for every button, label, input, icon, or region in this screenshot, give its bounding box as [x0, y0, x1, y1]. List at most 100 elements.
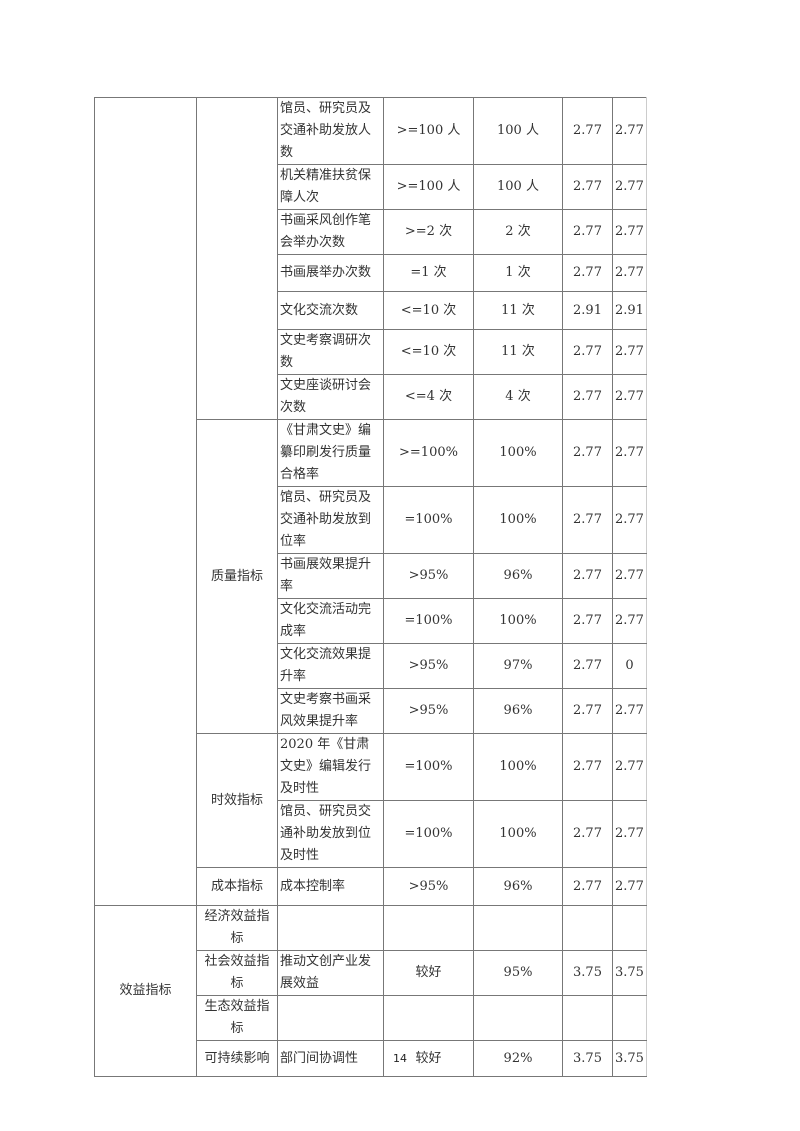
table-row: 馆员、研究员交通补助发放到位及时性 =100% 100% 2.77 2.77: [95, 800, 647, 868]
level3-indicator-cell: 书画展效果提升率: [277, 553, 384, 599]
level3-indicator-cell: [277, 905, 384, 951]
level3-indicator-cell: 文史座谈研讨会次数: [277, 374, 384, 420]
level3-indicator-cell: 文化交流次数: [277, 291, 384, 330]
weight-cell: 3.75: [562, 1040, 613, 1077]
target-value-cell: 较好: [383, 1040, 474, 1077]
actual-value-cell: 100%: [473, 486, 563, 554]
actual-value-cell: 96%: [473, 688, 563, 734]
level2-indicator-cell: [196, 97, 278, 420]
score-cell: 3.75: [612, 950, 647, 996]
actual-value-cell: 100%: [473, 419, 563, 487]
actual-value-cell: 11 次: [473, 291, 563, 330]
weight-cell: 2.77: [562, 164, 613, 210]
weight-cell: 2.77: [562, 486, 613, 554]
page-number: 14: [393, 1052, 407, 1065]
score-cell: [612, 995, 647, 1041]
level1-indicator-cell: 效益指标: [94, 905, 197, 1077]
weight-cell: 2.77: [562, 329, 613, 375]
level2-indicator-cell: 经济效益指标: [196, 905, 278, 951]
weight-cell: 2.77: [562, 374, 613, 420]
score-cell: 2.77: [612, 598, 647, 644]
table-row: 可持续影响 部门间协调性 较好 92% 3.75 3.75: [95, 1040, 647, 1077]
table-row: 文化交流活动完成率 =100% 100% 2.77 2.77: [95, 598, 647, 644]
table-row: 文化交流次数 <=10 次 11 次 2.91 2.91: [95, 291, 647, 330]
level3-indicator-cell: 文史考察调研次数: [277, 329, 384, 375]
level3-indicator-cell: 馆员、研究员及交通补助发放人数: [277, 97, 384, 165]
score-cell: [612, 905, 647, 951]
weight-cell: 3.75: [562, 950, 613, 996]
table-row: 质量指标 《甘肃文史》编纂印刷发行质量合格率 >=100% 100% 2.77 2.77: [95, 419, 647, 734]
actual-value-cell: 1 次: [473, 254, 563, 292]
table-row: 馆员、研究员及交通补助发放人数 >=100 人 100 人 2.77 2.77: [94, 97, 647, 906]
score-cell: 2.77: [612, 553, 647, 599]
actual-value-cell: 100 人: [473, 164, 563, 210]
score-cell: 2.77: [612, 97, 647, 165]
level2-indicator-cell: 成本指标: [196, 867, 278, 906]
weight-cell: 2.77: [562, 867, 613, 906]
target-value-cell: >95%: [383, 867, 474, 906]
weight-cell: 2.77: [562, 209, 613, 255]
weight-cell: 2.91: [562, 291, 613, 330]
actual-value-cell: [473, 995, 563, 1041]
weight-cell: [562, 905, 613, 951]
actual-value-cell: 96%: [473, 867, 563, 906]
level2-indicator-cell: 社会效益指标: [196, 950, 278, 996]
score-cell: 2.77: [612, 733, 647, 801]
level3-indicator-cell: 文化交流效果提升率: [277, 643, 384, 689]
target-value-cell: =1 次: [383, 254, 474, 292]
target-value-cell: <=4 次: [383, 374, 474, 420]
table-row: 文史考察书画采风效果提升率 >95% 96% 2.77 2.77: [95, 688, 647, 734]
target-value-cell: <=10 次: [383, 291, 474, 330]
score-cell: 3.75: [612, 1040, 647, 1077]
weight-cell: 2.77: [562, 553, 613, 599]
score-cell: 2.77: [612, 867, 647, 906]
table-row: 机关精准扶贫保障人次 >=100 人 100 人 2.77 2.77: [95, 164, 647, 210]
table-row: 成本指标 成本控制率 >95% 96% 2.77 2.77: [95, 867, 647, 906]
target-value-cell: >=2 次: [383, 209, 474, 255]
score-cell: 2.77: [612, 164, 647, 210]
score-cell: 2.77: [612, 209, 647, 255]
weight-cell: 2.77: [562, 598, 613, 644]
actual-value-cell: 100 人: [473, 97, 563, 165]
target-value-cell: 较好: [383, 950, 474, 996]
table-row: 社会效益指标 推动文创产业发展效益 较好 95% 3.75 3.75: [95, 950, 647, 996]
weight-cell: 2.77: [562, 643, 613, 689]
target-value-cell: =100%: [383, 733, 474, 801]
table-row: 馆员、研究员及交通补助发放到位率 =100% 100% 2.77 2.77: [95, 486, 647, 554]
weight-cell: 2.77: [562, 97, 613, 165]
target-value-cell: =100%: [383, 486, 474, 554]
target-value-cell: >95%: [383, 553, 474, 599]
level3-indicator-cell: [277, 995, 384, 1041]
actual-value-cell: 4 次: [473, 374, 563, 420]
target-value-cell: >=100 人: [383, 164, 474, 210]
target-value-cell: <=10 次: [383, 329, 474, 375]
weight-cell: 2.77: [562, 254, 613, 292]
level3-indicator-cell: 机关精准扶贫保障人次: [277, 164, 384, 210]
actual-value-cell: 96%: [473, 553, 563, 599]
weight-cell: 2.77: [562, 688, 613, 734]
target-value-cell: =100%: [383, 598, 474, 644]
score-cell: 2.77: [612, 329, 647, 375]
level3-indicator-cell: 馆员、研究员及交通补助发放到位率: [277, 486, 384, 554]
table-row: 生态效益指标: [95, 995, 647, 1041]
level2-indicator-cell: 可持续影响: [196, 1040, 278, 1077]
weight-cell: 2.77: [562, 800, 613, 868]
score-cell: 2.77: [612, 374, 647, 420]
weight-cell: 2.77: [562, 733, 613, 801]
score-cell: 2.77: [612, 800, 647, 868]
level3-indicator-cell: 《甘肃文史》编纂印刷发行质量合格率: [277, 419, 384, 487]
level3-indicator-cell: 书画展举办次数: [277, 254, 384, 292]
level3-indicator-cell: 推动文创产业发展效益: [277, 950, 384, 996]
level3-indicator-cell: 馆员、研究员交通补助发放到位及时性: [277, 800, 384, 868]
score-cell: 2.77: [612, 688, 647, 734]
actual-value-cell: 11 次: [473, 329, 563, 375]
score-cell: 2.91: [612, 291, 647, 330]
target-value-cell: >=100 人: [383, 97, 474, 165]
score-cell: 0: [612, 643, 647, 689]
level2-indicator-cell: 质量指标: [196, 419, 278, 734]
performance-indicator-table: 馆员、研究员及交通补助发放人数 >=100 人 100 人 2.77 2.77 机关精准扶…: [94, 97, 647, 1077]
target-value-cell: =100%: [383, 800, 474, 868]
actual-value-cell: 2 次: [473, 209, 563, 255]
